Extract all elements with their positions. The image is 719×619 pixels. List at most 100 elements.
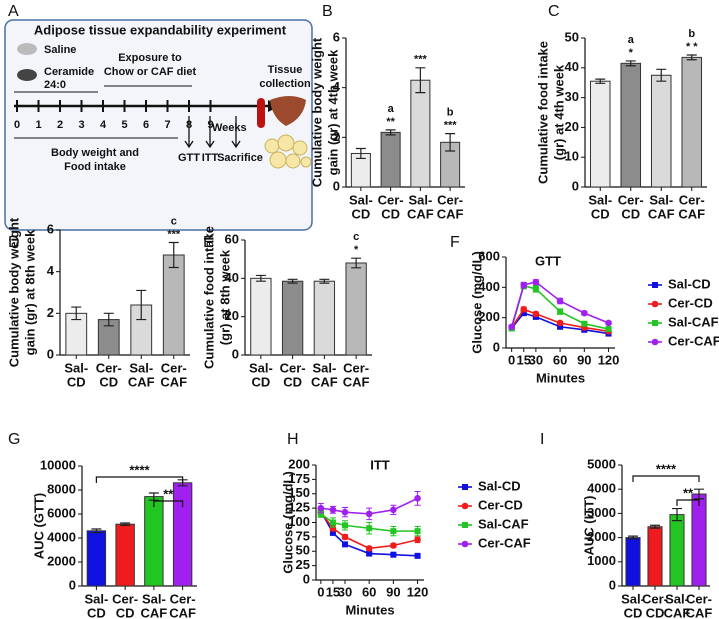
legend-marker	[651, 300, 659, 308]
error-bar	[287, 278, 298, 284]
x-tick-label: 30	[529, 352, 543, 367]
x-tick-label: CD	[646, 605, 665, 619]
test-arrows	[184, 116, 241, 149]
error-bar	[136, 289, 147, 321]
group-label: Ceramide	[44, 66, 94, 78]
x-tick-label: 60	[362, 584, 376, 599]
x-tick-label: Sal-	[64, 360, 88, 375]
y-tick-label: 400	[478, 279, 500, 294]
error-bar	[120, 522, 131, 526]
x-tick-label: CAF	[128, 374, 155, 389]
x-tick-label: 15	[517, 352, 531, 367]
legend-label: Sal-CD	[668, 276, 711, 291]
timeline-label: 0	[14, 119, 20, 131]
x-tick-label: Sal-	[588, 192, 612, 207]
x-tick-label: CD	[116, 605, 135, 619]
timeline-label: 3	[78, 119, 84, 131]
legend-label: Cer-CD	[478, 497, 523, 512]
x-tick-label: Cer-	[343, 360, 369, 375]
error-bar	[168, 241, 179, 269]
x-tick-label: CD	[99, 374, 118, 389]
marker	[414, 552, 421, 559]
error-bar	[91, 528, 102, 534]
legend-marker	[461, 502, 469, 510]
y-tick-label: 25	[296, 557, 310, 572]
marker	[390, 551, 397, 558]
error-bar	[694, 488, 704, 500]
series-line	[510, 308, 609, 333]
bracket	[95, 476, 184, 483]
bar	[281, 280, 304, 356]
x-tick-label: Sal-	[665, 591, 689, 606]
bar	[681, 56, 703, 188]
y-tick-label: 200	[288, 456, 310, 471]
y-tick-label: 0	[47, 346, 54, 361]
error-bar	[625, 60, 636, 67]
x-tick-label: CAF	[664, 605, 691, 619]
y-axis-label: Cumulative body weight	[6, 217, 21, 367]
bar	[86, 530, 107, 587]
x-tick-label: Sal-	[621, 591, 645, 606]
error-bar	[650, 524, 660, 529]
marker	[329, 529, 336, 536]
x-axis-label: Minutes	[536, 370, 585, 385]
x-tick-label: CAF	[678, 206, 705, 221]
blood-tube	[257, 98, 265, 128]
diagram-box	[4, 19, 313, 231]
mouse-icon	[17, 43, 37, 55]
x-tick-label: CD	[624, 605, 643, 619]
y-tick-label: 100	[288, 514, 310, 529]
y-tick-label: 6000	[47, 505, 76, 520]
y-tick-label: 3000	[587, 505, 616, 520]
marker	[414, 495, 421, 502]
timeline-label: 4	[100, 119, 107, 131]
x-tick-label: 60	[553, 352, 567, 367]
marker	[508, 323, 515, 331]
marker	[390, 506, 397, 514]
legend-label: Sal-CAF	[668, 314, 719, 329]
y-tick-label: 2000	[47, 553, 76, 568]
x-tick-label: CAF	[343, 374, 370, 389]
y-tick-label: 0	[333, 178, 340, 193]
marker	[390, 542, 397, 549]
test-label: Sacrifice	[217, 152, 263, 164]
y-tick-label: 40	[565, 59, 579, 74]
bar	[691, 493, 707, 587]
legend-label: Sal-CD	[478, 478, 521, 493]
y-axis-label: Glucose (mg/dL)	[469, 251, 484, 354]
significance-label: a	[628, 34, 635, 46]
y-tick-label: 50	[565, 29, 579, 44]
y-tick-label: 10	[565, 149, 579, 164]
y-tick-label: 150	[288, 485, 310, 500]
error-bar	[71, 306, 82, 321]
marker	[581, 309, 588, 317]
significance-label: b	[447, 107, 454, 119]
y-tick-label: 125	[288, 500, 310, 515]
error-bar	[103, 312, 114, 327]
bracket-label: **	[163, 486, 174, 501]
y-tick-label: 200	[478, 309, 500, 324]
x-tick-label: CAF	[141, 605, 168, 619]
x-tick-label: Cer-	[170, 591, 196, 606]
significance-label: c	[171, 215, 177, 227]
x-tick-label: CD	[621, 206, 640, 221]
y-tick-label: 2	[333, 129, 340, 144]
marker	[342, 541, 349, 548]
panel-label: I	[540, 431, 544, 448]
bar	[625, 537, 641, 587]
significance-label: ***	[414, 54, 428, 66]
error-bar	[385, 129, 396, 136]
bar	[162, 254, 185, 356]
marker	[556, 297, 564, 305]
marker	[532, 310, 540, 318]
bracket	[153, 500, 184, 507]
x-tick-label: Sal-	[84, 591, 108, 606]
marker	[414, 536, 421, 544]
bar	[410, 79, 431, 188]
chart-title: GTT	[535, 253, 561, 268]
x-tick-label: Sal-	[142, 591, 166, 606]
error-bar	[148, 492, 159, 501]
bracket-label: ****	[656, 461, 677, 476]
error-bar	[319, 278, 330, 284]
